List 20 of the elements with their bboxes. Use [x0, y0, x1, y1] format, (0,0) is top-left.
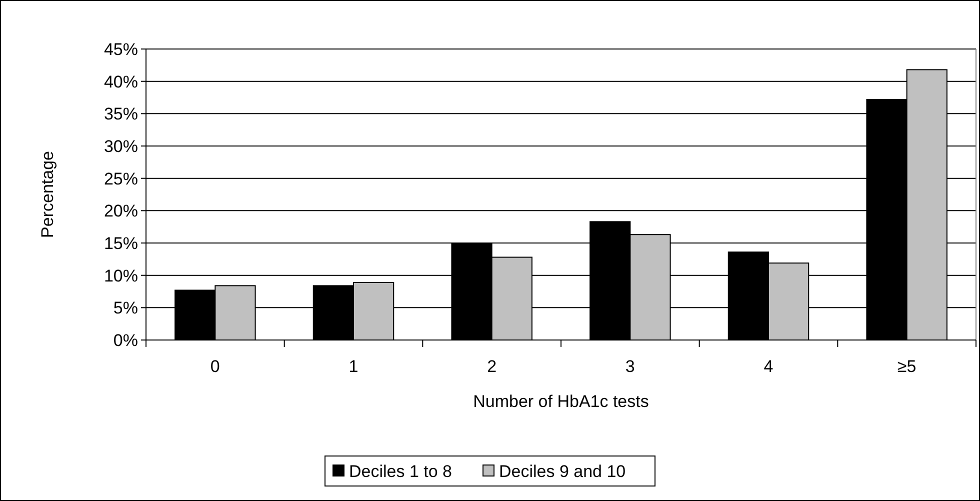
y-tick-label: 40% [104, 72, 138, 92]
x-tick-label: 2 [487, 357, 497, 376]
y-tick-label: 45% [104, 40, 138, 59]
y-tick-label: 5% [113, 298, 138, 318]
x-axis-title: Number of HbA1c tests [473, 392, 649, 411]
y-tick-label: 10% [104, 266, 138, 286]
y-tick-label: 15% [104, 234, 138, 253]
legend-label: Deciles 1 to 8 [349, 462, 452, 481]
y-tick-label: 35% [104, 104, 138, 124]
x-tick-label: 1 [348, 357, 358, 376]
y-axis-title: Percentage [38, 151, 57, 238]
y-tick-label: 20% [104, 202, 138, 221]
x-tick-label: 0 [210, 357, 220, 376]
x-tick-label: 3 [625, 357, 635, 376]
y-tick-label: 0% [113, 330, 138, 350]
y-tick-label: 30% [104, 136, 138, 156]
x-tick-label: ≥5 [897, 357, 916, 376]
y-tick-label: 25% [104, 169, 138, 188]
x-tick-label: 4 [764, 357, 774, 376]
legend-label: Deciles 9 and 10 [499, 462, 626, 481]
